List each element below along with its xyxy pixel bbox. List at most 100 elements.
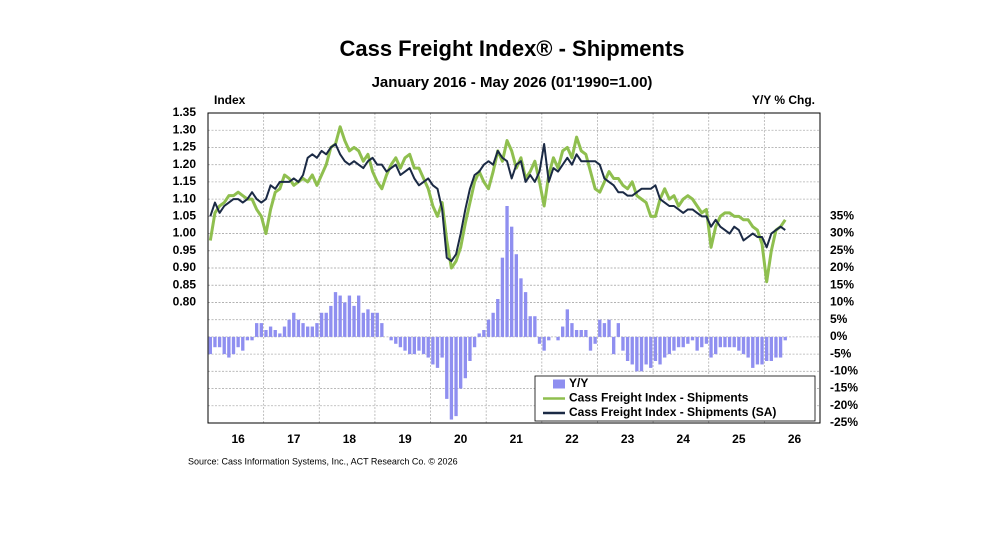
x-tick-label: 19 xyxy=(398,432,412,446)
bar xyxy=(445,336,449,399)
bar xyxy=(690,336,695,341)
bar xyxy=(329,305,333,337)
bar xyxy=(463,336,467,379)
bar xyxy=(301,323,305,337)
bar xyxy=(639,336,644,372)
bar xyxy=(310,326,314,337)
bar xyxy=(231,336,236,355)
bar xyxy=(268,326,273,337)
bar xyxy=(282,326,287,337)
bar xyxy=(774,336,778,358)
y-tick-label: 1.15 xyxy=(173,174,197,188)
bar xyxy=(292,312,296,337)
bar xyxy=(700,336,704,348)
bar xyxy=(431,336,435,365)
x-tick-label: 24 xyxy=(677,432,691,446)
bar xyxy=(537,336,542,344)
bar xyxy=(681,336,685,348)
bar xyxy=(732,336,736,348)
bar xyxy=(658,336,662,365)
bar xyxy=(357,295,361,337)
y2-tick-label: -15% xyxy=(830,381,858,395)
bar xyxy=(264,330,268,337)
chart-subtitle: January 2016 - May 2026 (01'1990=1.00) xyxy=(372,74,653,91)
bar xyxy=(227,336,231,358)
bar xyxy=(477,333,481,337)
line xyxy=(209,143,786,263)
y2-axis-label: Y/Y % Chg. xyxy=(752,93,815,107)
bar xyxy=(394,336,398,344)
bar xyxy=(533,316,537,337)
legend-label: Cass Freight Index - Shipments (SA) xyxy=(569,405,776,419)
bar xyxy=(769,336,773,361)
bar xyxy=(746,336,750,358)
x-tick-label: 17 xyxy=(287,432,301,446)
bar xyxy=(352,305,356,337)
bar xyxy=(621,336,625,351)
bar xyxy=(472,336,477,348)
legend-label: Y/Y xyxy=(569,376,588,390)
y-tick-label: 1.10 xyxy=(173,191,197,205)
bar xyxy=(565,309,569,337)
bar xyxy=(500,257,505,337)
bar xyxy=(510,226,514,337)
bar xyxy=(514,254,518,337)
bar xyxy=(278,333,282,337)
bar xyxy=(370,312,375,337)
bar xyxy=(491,312,495,337)
bar xyxy=(440,336,444,358)
bar xyxy=(653,336,658,361)
y2-tick-label: 35% xyxy=(830,209,854,223)
bar xyxy=(454,336,458,417)
bar xyxy=(718,336,722,348)
bar xyxy=(403,336,407,351)
x-tick-label: 18 xyxy=(343,432,357,446)
bar xyxy=(704,336,709,344)
bar xyxy=(523,292,528,337)
bar xyxy=(519,278,523,337)
bar xyxy=(723,336,727,348)
bar xyxy=(737,336,741,351)
bar xyxy=(663,336,667,358)
bar xyxy=(676,336,681,348)
bar xyxy=(528,316,532,337)
bar xyxy=(727,336,732,348)
bar xyxy=(579,330,583,337)
y2-tick-label: 15% xyxy=(830,277,854,291)
x-tick-label: 22 xyxy=(565,432,579,446)
y2-tick-label: 30% xyxy=(830,226,854,240)
bar xyxy=(644,336,648,365)
bar xyxy=(241,336,245,351)
y-tick-label: 0.90 xyxy=(173,260,197,274)
bar xyxy=(547,336,551,341)
bar xyxy=(755,336,760,365)
x-tick-label: 23 xyxy=(621,432,635,446)
bar xyxy=(343,302,347,337)
bar xyxy=(361,312,365,337)
bar xyxy=(408,336,412,355)
legend-label: Cass Freight Index - Shipments xyxy=(569,391,749,405)
y-tick-label: 1.20 xyxy=(173,157,197,171)
bar xyxy=(426,336,430,358)
bar xyxy=(287,319,291,337)
x-tick-label: 26 xyxy=(788,432,802,446)
y2-tick-label: -20% xyxy=(830,398,858,412)
bar xyxy=(695,336,699,351)
bar xyxy=(561,326,565,337)
chart-title: Cass Freight Index® - Shipments xyxy=(339,36,684,61)
bar xyxy=(570,323,574,337)
bar xyxy=(468,336,472,361)
x-tick-label: 21 xyxy=(510,432,524,446)
bar xyxy=(505,206,509,337)
bar xyxy=(250,336,254,341)
bar xyxy=(435,336,440,368)
y-tick-label: 1.30 xyxy=(173,122,197,136)
bar xyxy=(783,336,787,341)
bar xyxy=(778,336,783,358)
bar xyxy=(625,336,630,361)
plot-frame xyxy=(207,112,821,424)
bar xyxy=(222,336,226,355)
y2-tick-label: 25% xyxy=(830,243,854,257)
